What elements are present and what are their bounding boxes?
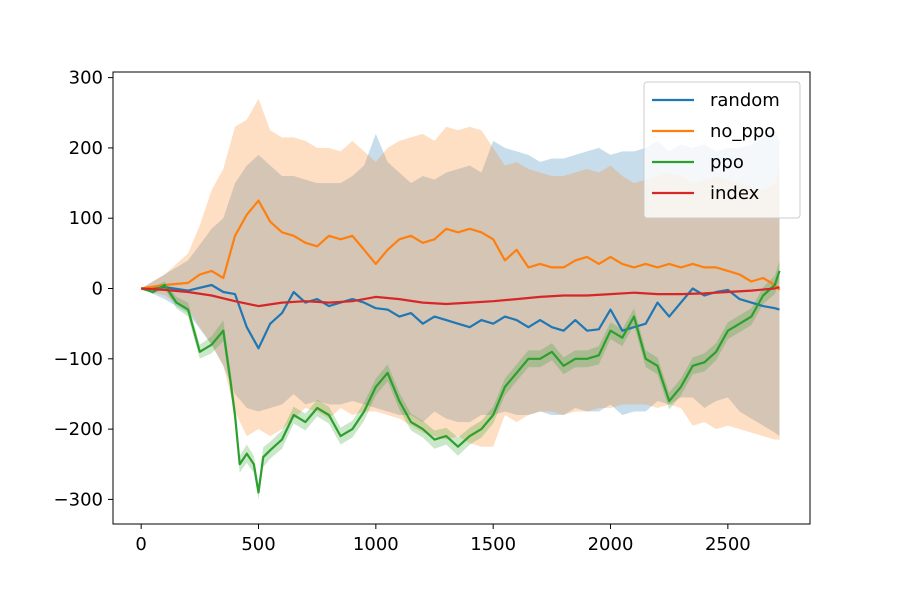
legend-box (643, 81, 801, 219)
y-axis-ticks: −300 −200 −100 0 100 200 300 (54, 68, 113, 510)
legend-label-index: index (710, 183, 760, 204)
line-no_ppo (141, 199, 781, 291)
line-index (141, 286, 780, 308)
y-tick-label: −300 (54, 489, 103, 510)
x-axis-ticks: 0 500 1000 1500 2000 2500 (135, 524, 751, 555)
band-random (141, 130, 780, 437)
y-tick-label: 300 (69, 68, 103, 89)
series-lines (140, 199, 781, 494)
axes-frame (112, 71, 811, 525)
legend-label-no_ppo: no_ppo (710, 121, 775, 142)
line-random (141, 283, 780, 350)
x-tick-label: 2000 (588, 534, 634, 555)
line-ppo (140, 270, 781, 494)
y-tick-label: 0 (92, 279, 103, 300)
y-tick-label: −100 (54, 349, 103, 370)
x-tick-label: 0 (135, 534, 146, 555)
confidence-bands (141, 98, 780, 500)
y-tick-label: 200 (69, 138, 103, 159)
legend-label-ppo: ppo (710, 152, 744, 173)
band-ppo (141, 260, 780, 500)
x-tick-label: 1500 (470, 534, 516, 555)
band-no_ppo (141, 98, 780, 447)
y-tick-label: 100 (69, 208, 103, 229)
x-tick-label: 500 (241, 534, 275, 555)
legend-label-random: random (710, 90, 780, 111)
y-tick-label: −200 (54, 419, 103, 440)
x-tick-label: 1000 (353, 534, 399, 555)
x-tick-label: 2500 (705, 534, 751, 555)
